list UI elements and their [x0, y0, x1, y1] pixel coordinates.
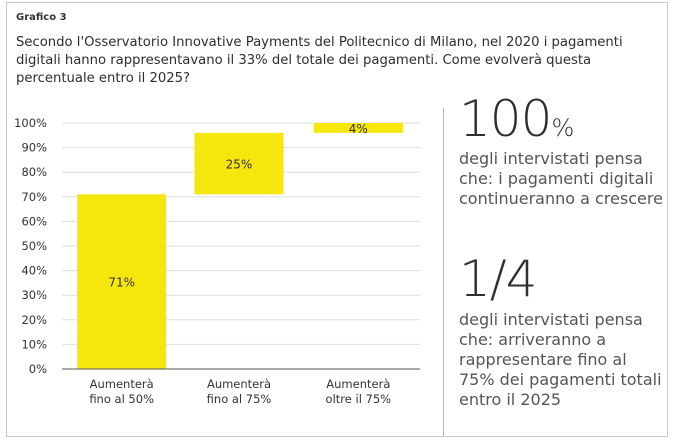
stat-1-text: degli intervistati pensa che: i pagament…: [459, 149, 663, 208]
y-tick-label: 60%: [21, 214, 47, 228]
bar-3: [313, 123, 403, 133]
data-labels: 71% 25% 4%: [108, 122, 368, 290]
y-tick-label: 80%: [21, 165, 47, 179]
stat-2-figure: 1/4: [459, 250, 537, 308]
y-axis-ticks: 0% 10% 20% 30% 40% 50% 60% 70% 80% 90% 100%: [14, 116, 47, 376]
x-tick-label-3: Aumenterà oltre il 75%: [326, 377, 392, 406]
data-label-3: 4%: [349, 122, 368, 136]
x-tick-label-1: Aumenterà fino al 50%: [89, 377, 154, 406]
bar-1: [77, 194, 167, 369]
y-tick-label: 50%: [21, 239, 47, 253]
stat-2-number: 1/4: [459, 250, 537, 308]
bar-2: [194, 132, 284, 195]
figure-heading: Grafico 3: [16, 12, 67, 23]
y-tick-label: 30%: [21, 288, 47, 302]
stat-1-number: 100: [459, 90, 552, 148]
x-tick-label-2: Aumenterà fino al 75%: [207, 377, 272, 406]
x-axis-ticks: Aumenterà fino al 50% Aumenterà fino al 75%…: [89, 377, 391, 406]
vertical-divider: [443, 108, 444, 436]
y-tick-label: 70%: [21, 190, 47, 204]
y-tick-label: 0%: [29, 362, 47, 376]
bars: [77, 123, 403, 369]
data-label-1: 71%: [108, 276, 135, 290]
y-tick-label: 100%: [14, 116, 47, 130]
y-tick-label: 10%: [21, 337, 47, 351]
stat-1-unit: %: [551, 114, 574, 142]
y-tick-label: 90%: [21, 141, 47, 155]
y-tick-label: 20%: [21, 313, 47, 327]
figure-frame: [6, 2, 668, 437]
figure-question: Secondo l'Osservatorio Innovative Paymen…: [16, 35, 623, 86]
y-tick-label: 40%: [21, 264, 47, 278]
stat-1-figure: 100%: [459, 90, 574, 148]
stat-2-text: degli intervistati pensa che: arriverann…: [459, 310, 662, 409]
data-label-2: 25%: [226, 158, 253, 172]
